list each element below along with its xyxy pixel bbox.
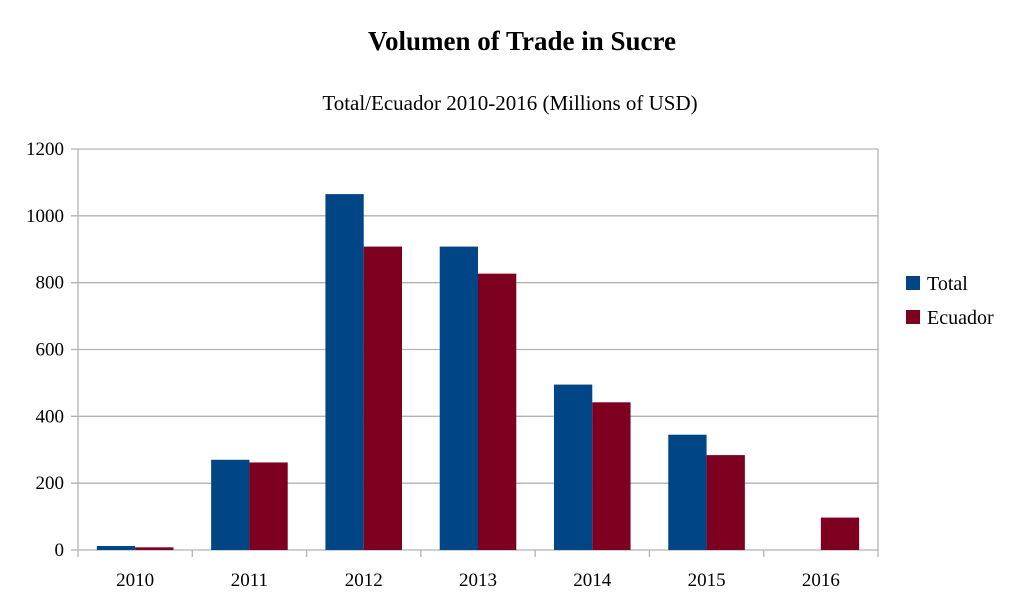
bar-ecuador-2014: [592, 402, 631, 550]
chart-title: Volumen of Trade in Sucre: [368, 26, 676, 56]
bar-ecuador-2010: [135, 547, 174, 550]
x-tick-label: 2013: [459, 570, 497, 591]
bar-total-2012: [325, 194, 364, 551]
x-tick-label: 2015: [688, 570, 726, 591]
y-tick-label: 600: [36, 340, 65, 361]
x-tick-label: 2012: [345, 570, 383, 591]
x-tick-label: 2011: [231, 570, 268, 591]
x-tick-labels: 2010 2011 2012 2013 2014 2015 2016: [116, 570, 840, 591]
axes: [77, 149, 879, 557]
y-tick-label: 0: [55, 540, 65, 561]
bar-total-2010: [96, 545, 136, 550]
bar-ecuador-2013: [478, 273, 517, 550]
bar-ecuador-2015: [706, 455, 745, 550]
legend-swatch-total: [906, 276, 920, 290]
bar-total-2013: [439, 246, 478, 550]
bar-ecuador-2012: [363, 246, 402, 550]
legend-label-ecuador: Ecuador: [927, 307, 994, 329]
x-tick-label: 2016: [802, 570, 840, 591]
y-tick-label: 400: [36, 406, 65, 427]
y-tick-label: 800: [36, 273, 65, 294]
x-tick-label: 2014: [573, 570, 612, 591]
chart-subtitle: Total/Ecuador 2010-2016 (Millions of USD…: [322, 91, 697, 115]
y-tick-label: 200: [36, 473, 65, 494]
legend-label-total: Total: [927, 273, 968, 295]
x-tick-label: 2010: [116, 570, 154, 591]
bars: [96, 194, 860, 551]
y-tick-labels: 0 200 400 600 800 1000 1200: [26, 139, 64, 561]
y-tick-label: 1000: [26, 206, 64, 227]
bar-total-2011: [211, 459, 250, 550]
bar-ecuador-2016: [820, 517, 860, 550]
legend: Total Ecuador: [906, 273, 994, 329]
y-tick-label: 1200: [26, 139, 64, 160]
bar-total-2015: [668, 434, 707, 550]
bar-total-2014: [554, 384, 593, 550]
bar-ecuador-2011: [249, 462, 288, 550]
legend-swatch-ecuador: [906, 310, 920, 324]
